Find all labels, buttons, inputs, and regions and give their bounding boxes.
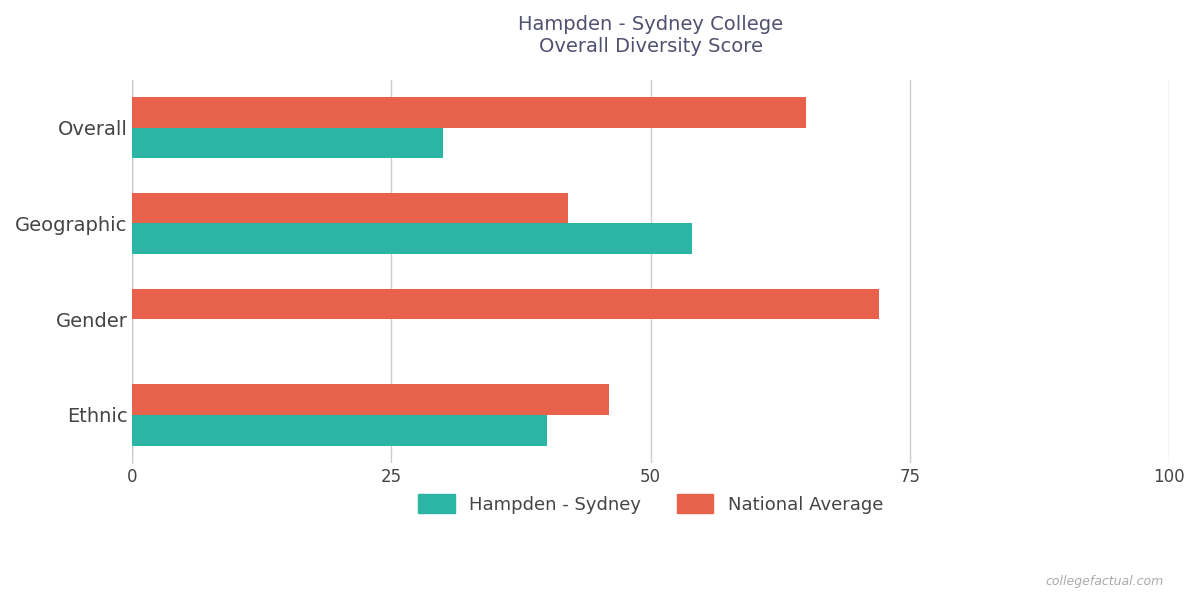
Bar (132, 128, 443, 158)
Bar (132, 223, 692, 254)
Bar (132, 415, 547, 446)
Bar (132, 97, 806, 128)
Title: Hampden - Sydney College
Overall Diversity Score: Hampden - Sydney College Overall Diversi… (518, 15, 784, 56)
Text: collegefactual.com: collegefactual.com (1045, 575, 1164, 588)
Legend: Hampden - Sydney, National Average: Hampden - Sydney, National Average (409, 485, 892, 523)
Bar (132, 289, 878, 319)
Bar (132, 193, 568, 223)
Bar (132, 385, 610, 415)
